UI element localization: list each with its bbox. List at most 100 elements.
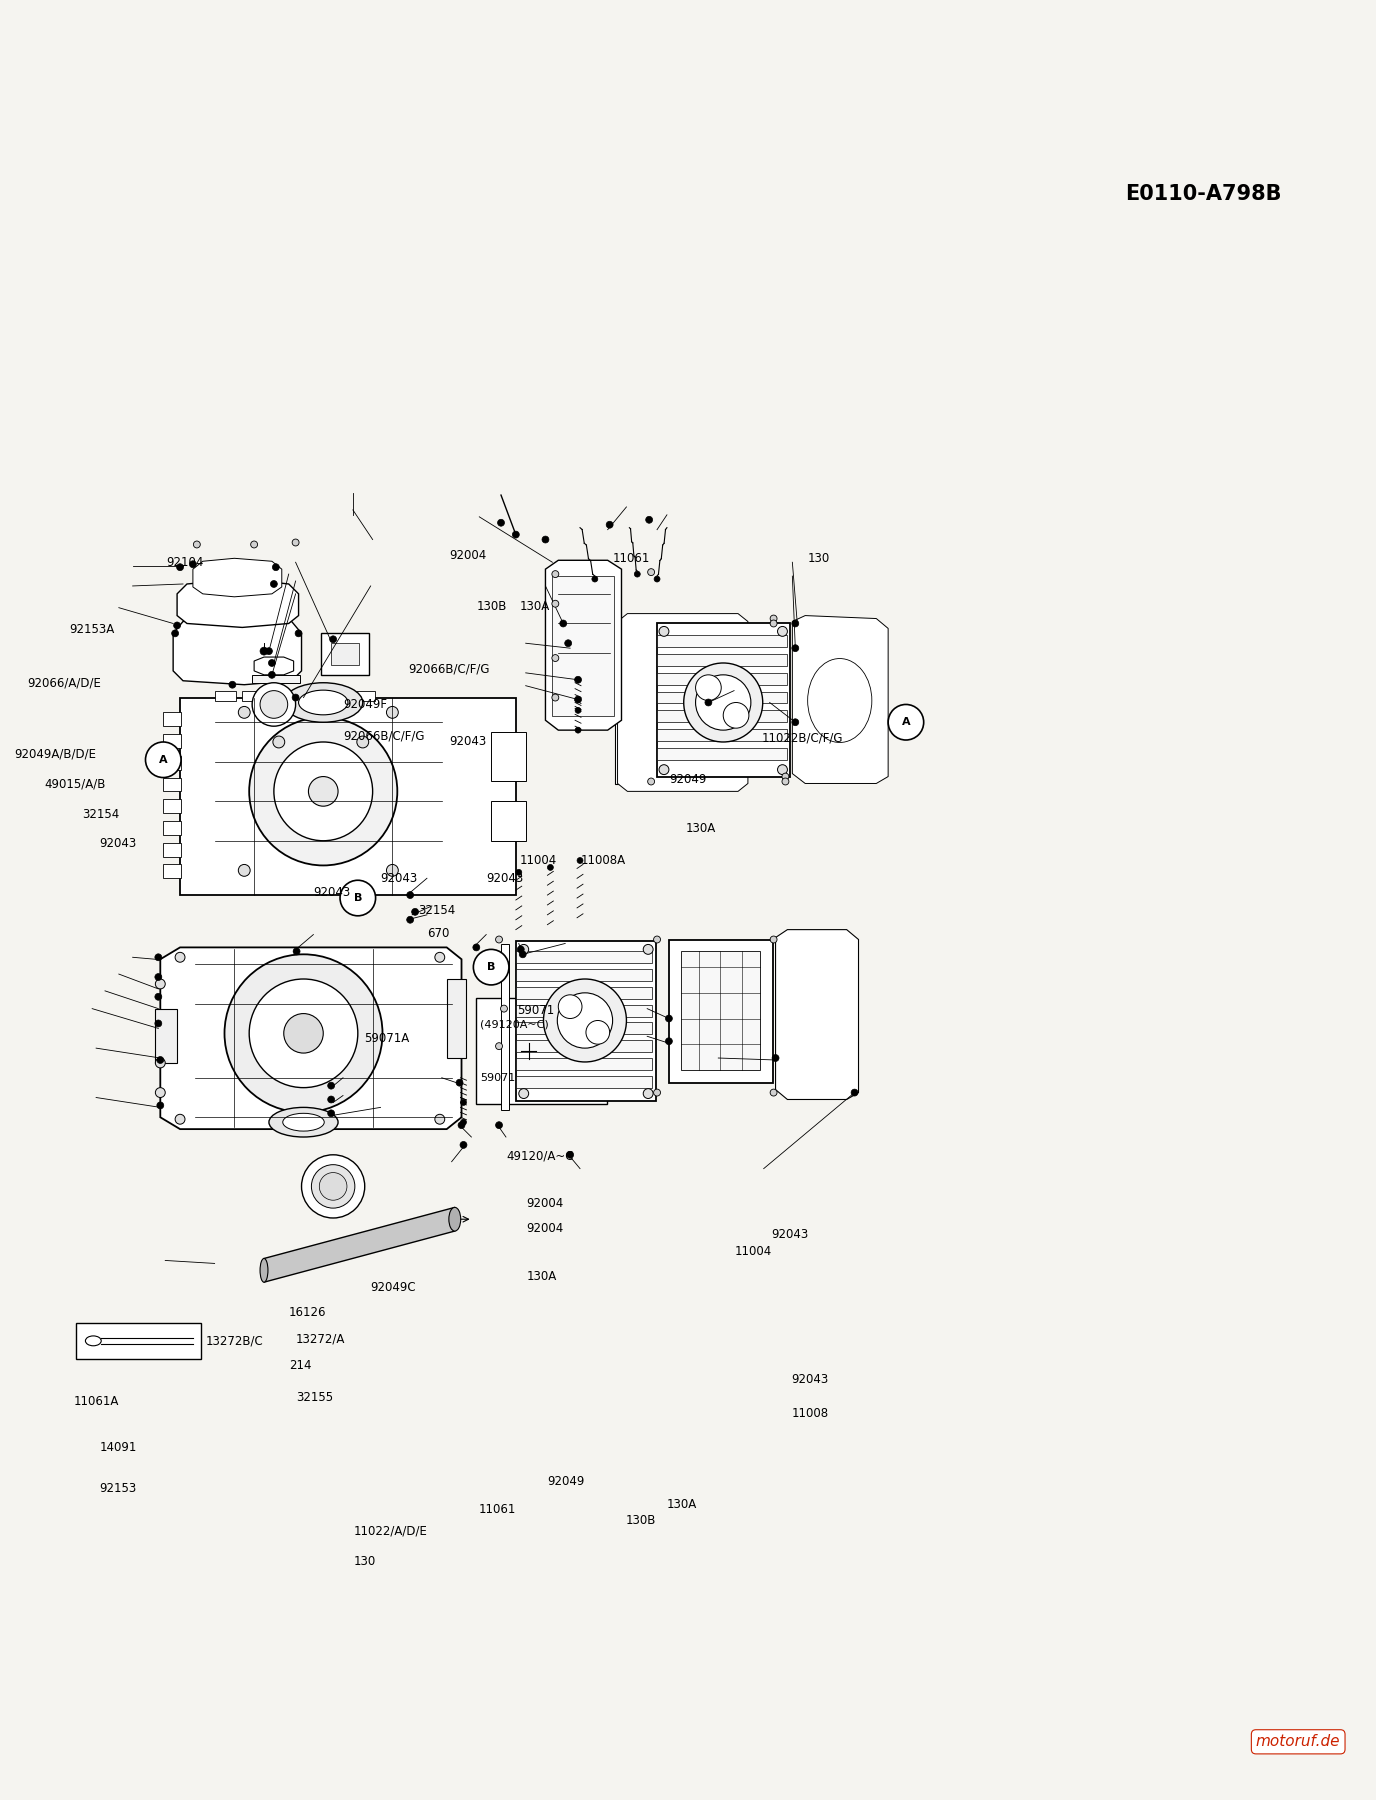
- Circle shape: [155, 974, 162, 981]
- Text: 16126: 16126: [289, 1307, 326, 1319]
- Bar: [658, 653, 787, 666]
- Circle shape: [266, 648, 272, 655]
- Polygon shape: [178, 580, 299, 628]
- Bar: [658, 673, 787, 684]
- Bar: [155, 1008, 178, 1064]
- Circle shape: [228, 680, 235, 688]
- Circle shape: [455, 1080, 462, 1085]
- Circle shape: [724, 702, 749, 729]
- Bar: [252, 675, 300, 682]
- Circle shape: [557, 994, 612, 1048]
- Circle shape: [274, 742, 373, 841]
- Circle shape: [238, 864, 250, 877]
- Circle shape: [458, 1121, 465, 1129]
- Text: 130A: 130A: [666, 1498, 696, 1510]
- Circle shape: [771, 936, 777, 943]
- Text: 92049: 92049: [548, 1474, 585, 1489]
- Circle shape: [155, 1087, 165, 1098]
- Ellipse shape: [260, 1258, 268, 1282]
- Circle shape: [330, 635, 337, 643]
- Text: A: A: [160, 754, 168, 765]
- Circle shape: [292, 538, 299, 545]
- Ellipse shape: [282, 1114, 325, 1130]
- Circle shape: [552, 655, 559, 662]
- Circle shape: [461, 1120, 466, 1125]
- Circle shape: [260, 648, 268, 655]
- Circle shape: [516, 869, 522, 875]
- Ellipse shape: [449, 1208, 461, 1231]
- Bar: [297, 691, 319, 700]
- Circle shape: [387, 864, 398, 877]
- Circle shape: [501, 1004, 508, 1012]
- Bar: [658, 749, 787, 760]
- Text: 92066B/C/F/G: 92066B/C/F/G: [343, 731, 425, 743]
- Bar: [164, 778, 182, 792]
- Circle shape: [311, 1165, 355, 1208]
- Text: 92049: 92049: [669, 772, 707, 785]
- Circle shape: [308, 776, 338, 806]
- Text: 130: 130: [808, 553, 830, 565]
- Circle shape: [268, 659, 275, 666]
- Ellipse shape: [268, 1107, 338, 1138]
- Text: motoruf.de: motoruf.de: [1256, 1735, 1340, 1750]
- Circle shape: [327, 1111, 334, 1116]
- Polygon shape: [545, 560, 622, 731]
- Bar: [491, 733, 526, 781]
- Circle shape: [559, 995, 582, 1019]
- Circle shape: [552, 695, 559, 700]
- Circle shape: [567, 1152, 574, 1157]
- Text: 92043: 92043: [772, 1228, 809, 1240]
- Bar: [164, 864, 182, 878]
- Circle shape: [586, 1021, 610, 1044]
- Text: 92049F: 92049F: [343, 698, 387, 711]
- Text: (49120A~C): (49120A~C): [480, 1019, 549, 1030]
- Circle shape: [268, 671, 275, 679]
- Text: 59071: 59071: [517, 1004, 555, 1017]
- Circle shape: [319, 1172, 347, 1201]
- Circle shape: [782, 778, 788, 785]
- Text: 49120/A~C: 49120/A~C: [506, 1150, 574, 1163]
- Text: 130B: 130B: [476, 599, 506, 614]
- Bar: [658, 729, 787, 742]
- Circle shape: [175, 1114, 184, 1125]
- Text: 130A: 130A: [685, 823, 716, 835]
- Text: 92043: 92043: [381, 873, 418, 886]
- Circle shape: [272, 736, 285, 749]
- Circle shape: [283, 1013, 323, 1053]
- Circle shape: [791, 644, 798, 652]
- Circle shape: [249, 979, 358, 1087]
- Circle shape: [292, 695, 299, 700]
- Circle shape: [659, 765, 669, 774]
- Text: 92004: 92004: [527, 1197, 564, 1210]
- Circle shape: [771, 619, 777, 626]
- Text: 92043: 92043: [449, 734, 487, 749]
- Bar: [516, 968, 652, 981]
- Bar: [516, 952, 652, 963]
- Bar: [352, 691, 374, 700]
- Text: 92004: 92004: [449, 549, 487, 562]
- Bar: [516, 941, 656, 1102]
- Circle shape: [684, 662, 762, 742]
- Bar: [681, 952, 760, 1069]
- Text: 92043: 92043: [486, 873, 523, 886]
- Text: 92066/A/D/E: 92066/A/D/E: [28, 677, 102, 689]
- Circle shape: [252, 682, 296, 725]
- Circle shape: [294, 630, 301, 637]
- Circle shape: [340, 880, 376, 916]
- Bar: [270, 691, 292, 700]
- Text: E0110-A798B: E0110-A798B: [1124, 184, 1281, 203]
- Circle shape: [564, 639, 571, 646]
- Circle shape: [194, 542, 201, 547]
- Circle shape: [411, 909, 418, 916]
- Circle shape: [654, 1089, 660, 1096]
- Circle shape: [155, 979, 165, 988]
- Text: 670: 670: [428, 927, 450, 940]
- Text: 130A: 130A: [520, 599, 550, 614]
- Circle shape: [176, 563, 183, 571]
- Bar: [658, 635, 787, 648]
- Text: 59071A: 59071A: [363, 1031, 409, 1046]
- Circle shape: [435, 952, 444, 963]
- Circle shape: [498, 518, 505, 526]
- Text: 13272B/C: 13272B/C: [205, 1334, 263, 1348]
- Text: 92043: 92043: [314, 886, 351, 900]
